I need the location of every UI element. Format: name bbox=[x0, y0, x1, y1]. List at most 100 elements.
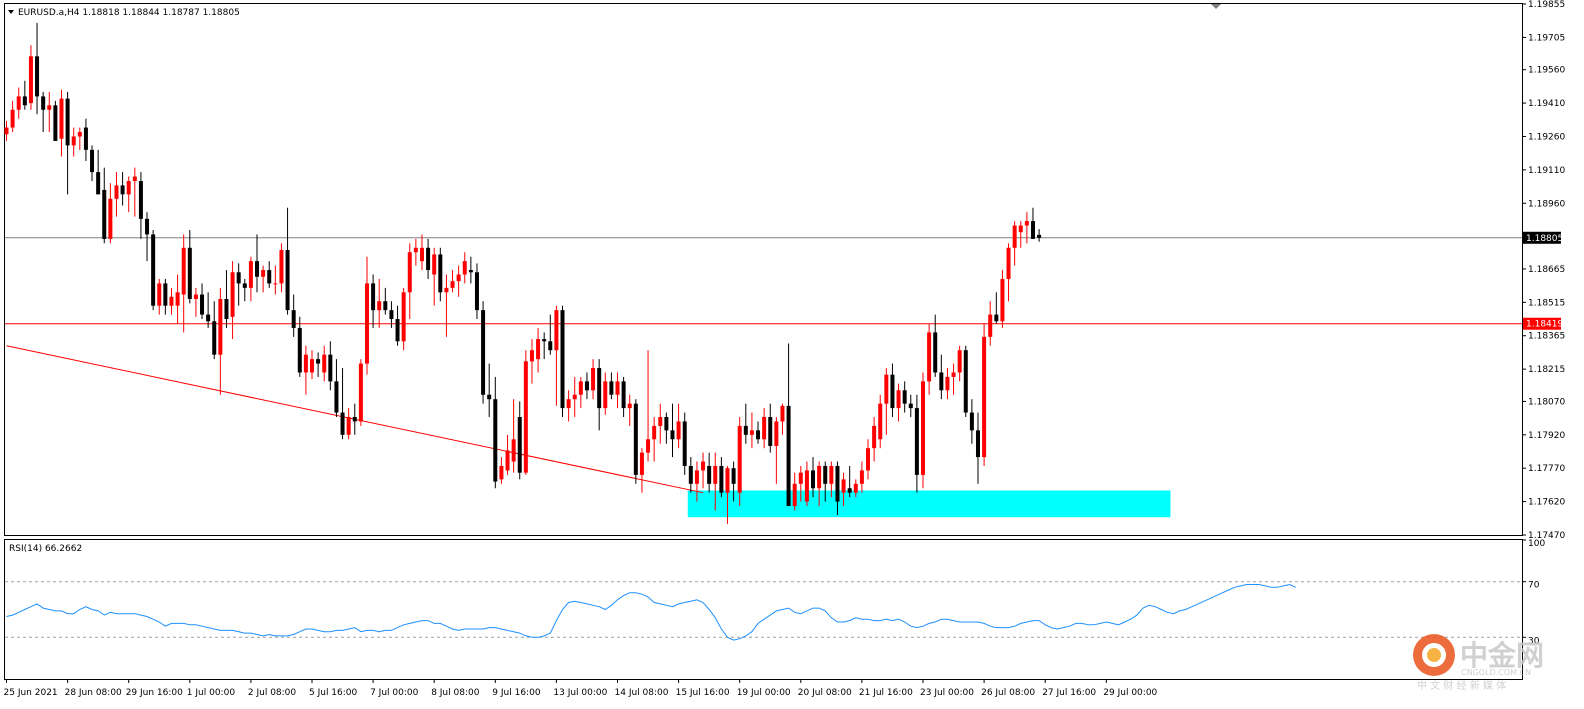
candle[interactable] bbox=[120, 172, 125, 206]
candle[interactable] bbox=[181, 234, 186, 333]
candle[interactable] bbox=[627, 394, 632, 426]
candle[interactable] bbox=[859, 461, 864, 493]
candle[interactable] bbox=[933, 314, 938, 377]
candle[interactable] bbox=[957, 345, 962, 382]
candle[interactable] bbox=[719, 457, 724, 498]
candle[interactable] bbox=[853, 479, 858, 498]
candle[interactable] bbox=[426, 238, 431, 279]
candle[interactable] bbox=[248, 256, 253, 302]
candle[interactable] bbox=[279, 243, 284, 293]
candle[interactable] bbox=[707, 452, 712, 493]
candle[interactable] bbox=[1030, 207, 1035, 239]
candle[interactable] bbox=[41, 91, 46, 133]
candle[interactable] bbox=[297, 316, 302, 377]
candle[interactable] bbox=[737, 417, 742, 507]
candle[interactable] bbox=[285, 207, 290, 315]
candle[interactable] bbox=[694, 461, 699, 502]
candle[interactable] bbox=[994, 292, 999, 324]
candle[interactable] bbox=[768, 403, 773, 453]
candle[interactable] bbox=[481, 301, 486, 404]
candle[interactable] bbox=[22, 80, 27, 110]
candle[interactable] bbox=[780, 403, 785, 435]
candle[interactable] bbox=[383, 287, 388, 315]
candle[interactable] bbox=[261, 265, 266, 293]
candle[interactable] bbox=[725, 465, 730, 524]
candle[interactable] bbox=[212, 301, 217, 360]
candle[interactable] bbox=[16, 87, 21, 119]
candle[interactable] bbox=[28, 45, 33, 110]
candle[interactable] bbox=[927, 323, 932, 395]
candle[interactable] bbox=[609, 372, 614, 400]
candle[interactable] bbox=[988, 301, 993, 346]
candle[interactable] bbox=[615, 372, 620, 409]
candle[interactable] bbox=[163, 278, 168, 315]
candle[interactable] bbox=[975, 412, 980, 484]
candle[interactable] bbox=[395, 305, 400, 346]
candle[interactable] bbox=[878, 394, 883, 449]
candle[interactable] bbox=[108, 183, 113, 244]
candle[interactable] bbox=[804, 461, 809, 507]
candle[interactable] bbox=[921, 372, 925, 489]
rsi-line[interactable] bbox=[6, 583, 1296, 641]
candle[interactable] bbox=[413, 238, 418, 266]
candle[interactable] bbox=[157, 278, 162, 315]
candle[interactable] bbox=[835, 461, 840, 515]
candle[interactable] bbox=[817, 461, 822, 507]
candle[interactable] bbox=[908, 394, 913, 417]
candle[interactable] bbox=[560, 305, 565, 417]
candle[interactable] bbox=[236, 263, 241, 306]
candle[interactable] bbox=[811, 457, 816, 498]
candle[interactable] bbox=[786, 343, 791, 507]
candle[interactable] bbox=[474, 263, 479, 320]
candle[interactable] bbox=[945, 368, 950, 400]
candle[interactable] bbox=[462, 252, 467, 284]
dropdown-arrow-icon[interactable] bbox=[8, 10, 14, 14]
candle[interactable] bbox=[346, 408, 351, 440]
candle[interactable] bbox=[187, 229, 192, 304]
candle[interactable] bbox=[224, 270, 229, 328]
candle[interactable] bbox=[401, 287, 406, 351]
candle[interactable] bbox=[969, 399, 974, 444]
candle[interactable] bbox=[340, 368, 345, 440]
candle[interactable] bbox=[829, 461, 834, 498]
candle[interactable] bbox=[175, 274, 180, 324]
candle[interactable] bbox=[841, 472, 846, 507]
candle[interactable] bbox=[554, 305, 559, 406]
candle[interactable] bbox=[774, 417, 779, 484]
candle[interactable] bbox=[468, 256, 473, 284]
candle[interactable] bbox=[456, 265, 461, 297]
candle[interactable] bbox=[83, 118, 88, 161]
candle[interactable] bbox=[71, 127, 76, 157]
candle[interactable] bbox=[407, 243, 412, 320]
candle[interactable] bbox=[102, 167, 107, 244]
candle[interactable] bbox=[96, 149, 101, 195]
candle[interactable] bbox=[291, 294, 296, 337]
candle[interactable] bbox=[890, 363, 895, 417]
candle[interactable] bbox=[1037, 229, 1042, 242]
candle[interactable] bbox=[902, 381, 907, 413]
candle[interactable] bbox=[267, 261, 272, 288]
candle[interactable] bbox=[310, 350, 314, 380]
candle[interactable] bbox=[847, 465, 852, 498]
candle[interactable] bbox=[371, 274, 376, 328]
candle[interactable] bbox=[316, 352, 321, 377]
candle[interactable] bbox=[517, 401, 522, 480]
candle[interactable] bbox=[303, 345, 308, 395]
candle[interactable] bbox=[896, 383, 901, 422]
candle[interactable] bbox=[377, 278, 382, 328]
candle[interactable] bbox=[132, 167, 137, 217]
candle[interactable] bbox=[951, 363, 956, 395]
candle[interactable] bbox=[701, 452, 706, 489]
candle[interactable] bbox=[523, 350, 528, 475]
candle[interactable] bbox=[646, 350, 651, 462]
candle[interactable] bbox=[444, 274, 449, 337]
candle[interactable] bbox=[664, 412, 669, 444]
candle[interactable] bbox=[584, 372, 589, 400]
candle[interactable] bbox=[90, 145, 95, 181]
candle[interactable] bbox=[273, 265, 278, 295]
candle[interactable] bbox=[352, 403, 357, 435]
candle[interactable] bbox=[230, 261, 235, 340]
candle[interactable] bbox=[1012, 221, 1017, 266]
candle[interactable] bbox=[511, 399, 516, 473]
candle[interactable] bbox=[193, 287, 198, 317]
